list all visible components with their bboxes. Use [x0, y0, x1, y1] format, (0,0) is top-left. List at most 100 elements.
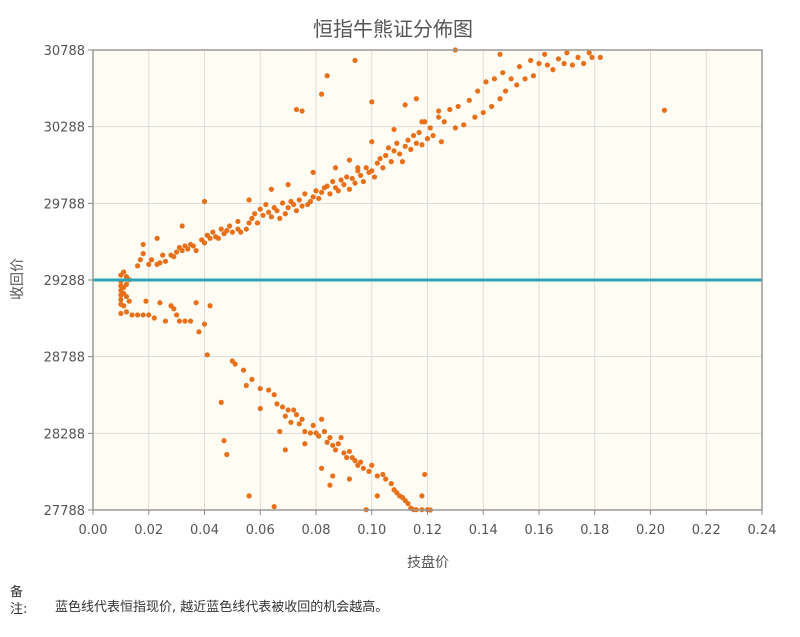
data-point	[279, 200, 286, 206]
data-point	[388, 481, 394, 487]
data-point	[346, 157, 353, 163]
x-tick-label: 0.14	[469, 523, 498, 538]
data-point	[344, 454, 350, 461]
data-point	[561, 60, 567, 67]
data-point	[352, 57, 358, 64]
y-tick-label: 28788	[44, 351, 85, 366]
data-point	[302, 441, 308, 447]
data-point	[126, 298, 132, 304]
data-point	[146, 312, 152, 318]
data-point	[118, 310, 124, 317]
note-text: 蓝色线代表恒指现价, 越近蓝色线代表被收回的机会越高。	[55, 600, 389, 615]
data-point	[330, 178, 336, 185]
data-point	[146, 261, 152, 267]
data-point	[285, 182, 291, 188]
data-point	[201, 240, 208, 246]
data-point	[355, 165, 361, 171]
data-point	[143, 298, 149, 304]
data-point	[410, 132, 417, 139]
data-point	[399, 159, 406, 165]
data-point	[154, 235, 160, 241]
data-point	[187, 318, 194, 324]
data-points	[118, 47, 668, 513]
data-point	[419, 142, 425, 148]
data-point	[441, 119, 447, 125]
data-point	[302, 191, 308, 197]
data-point	[541, 51, 548, 57]
data-point	[310, 169, 316, 175]
data-point	[380, 471, 386, 478]
data-point	[224, 228, 230, 234]
data-point	[416, 129, 422, 136]
data-point	[383, 476, 389, 482]
data-point	[148, 257, 155, 263]
data-point	[380, 165, 386, 171]
data-point	[371, 174, 378, 180]
data-point	[285, 205, 291, 211]
data-point	[377, 155, 383, 162]
data-point	[374, 493, 380, 499]
data-point	[121, 269, 127, 275]
data-point	[232, 361, 238, 367]
data-point	[316, 195, 322, 202]
data-point	[430, 132, 436, 139]
data-point	[157, 260, 163, 266]
data-point	[581, 60, 587, 67]
data-point	[461, 122, 467, 128]
data-point	[260, 212, 266, 218]
data-point	[497, 51, 503, 57]
data-point	[282, 447, 288, 453]
data-point	[257, 385, 263, 392]
data-point	[266, 209, 272, 215]
data-point	[332, 165, 339, 171]
data-point	[249, 215, 255, 221]
data-point	[447, 106, 453, 113]
data-point	[221, 438, 227, 444]
data-point	[207, 235, 213, 241]
data-point	[135, 312, 141, 318]
data-point	[436, 108, 442, 114]
data-point	[316, 433, 322, 439]
data-point	[274, 208, 280, 214]
data-point	[489, 103, 495, 110]
data-point	[455, 103, 461, 110]
data-point	[324, 183, 330, 189]
data-point	[293, 106, 300, 113]
data-point	[257, 405, 263, 412]
data-point	[257, 206, 263, 212]
data-point	[179, 223, 185, 229]
data-point	[397, 151, 403, 157]
data-point	[391, 126, 397, 133]
data-point	[299, 203, 305, 209]
data-point	[151, 315, 157, 321]
data-point	[174, 249, 180, 255]
data-point	[218, 226, 224, 232]
data-point	[129, 312, 135, 318]
data-point	[224, 451, 230, 458]
data-point	[388, 159, 394, 165]
data-point	[327, 482, 333, 488]
data-point	[285, 407, 291, 413]
data-point	[162, 258, 169, 264]
data-point	[394, 140, 400, 146]
data-point	[536, 60, 542, 67]
data-point	[327, 191, 333, 197]
data-point	[307, 430, 314, 436]
data-point	[352, 180, 358, 186]
data-point	[157, 300, 163, 306]
data-point	[307, 198, 314, 205]
data-point	[391, 148, 397, 154]
data-point	[291, 407, 297, 413]
data-point	[193, 300, 199, 306]
y-axis-title: 收回价	[10, 258, 26, 300]
y-tick-label: 29788	[44, 197, 85, 212]
data-point	[321, 428, 327, 435]
data-point	[243, 382, 249, 389]
data-point	[374, 473, 380, 479]
data-point	[360, 465, 366, 471]
x-tick-label: 0.00	[79, 523, 108, 538]
x-tick-label: 0.22	[692, 523, 721, 538]
data-point	[528, 57, 534, 64]
x-tick-label: 0.04	[190, 523, 219, 538]
data-point	[140, 312, 146, 318]
